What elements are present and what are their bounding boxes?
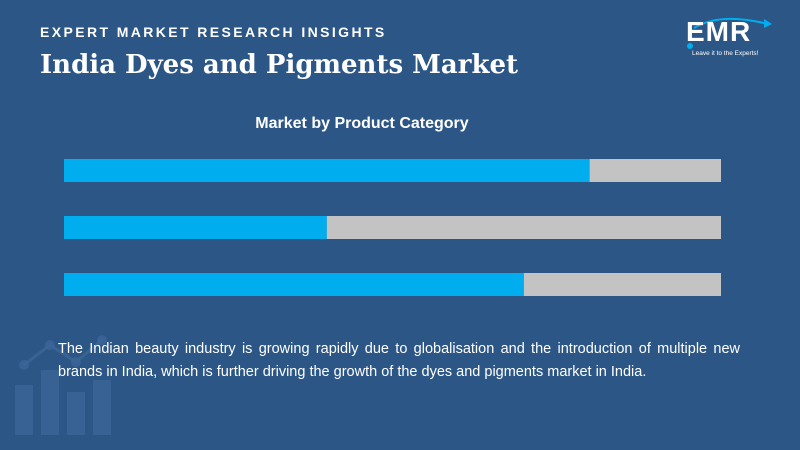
bar-2-remainder xyxy=(326,216,721,239)
bar-3-remainder xyxy=(523,273,721,296)
bar-3-share xyxy=(64,273,524,296)
bar-2-share xyxy=(64,216,327,239)
decorative-chart-icon xyxy=(15,335,111,435)
bar-1-share xyxy=(64,159,590,182)
bar-1-remainder xyxy=(589,159,721,182)
chart-title: Market by Product Category xyxy=(255,115,469,132)
logo-text: EMR xyxy=(686,16,752,47)
page-title: India Dyes and Pigments Market xyxy=(40,50,519,80)
logo-tagline: Leave it to the Experts! xyxy=(692,50,759,57)
header-kicker: EXPERT MARKET RESEARCH INSIGHTS xyxy=(40,24,387,40)
description-text: The Indian beauty industry is growing ra… xyxy=(58,341,740,380)
emr-logo: EMR Leave it to the Experts! xyxy=(680,16,780,66)
logo-graphic xyxy=(687,17,772,49)
